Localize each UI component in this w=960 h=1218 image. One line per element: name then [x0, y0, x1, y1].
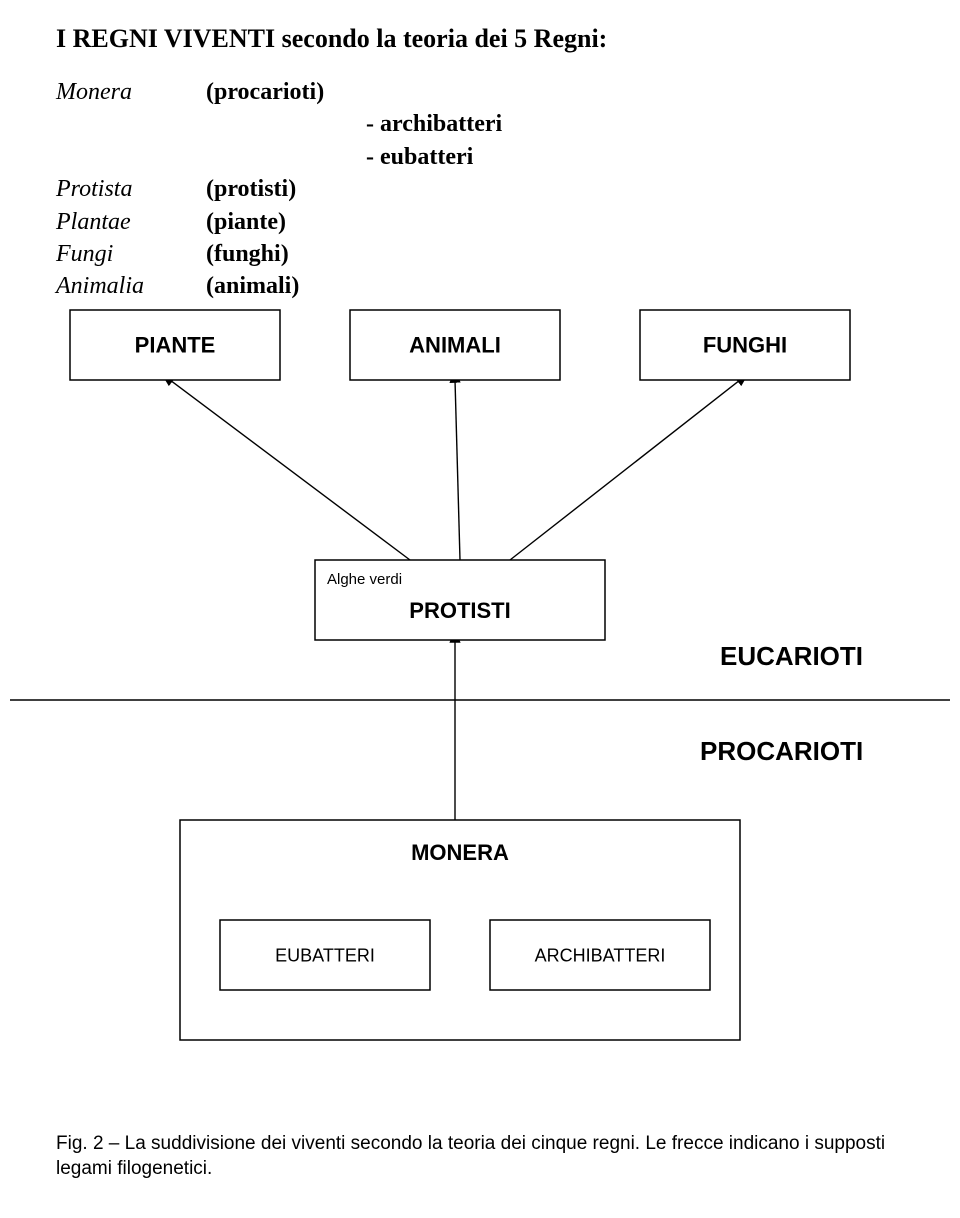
svg-text:ARCHIBATTERI: ARCHIBATTERI [535, 945, 666, 965]
list-row-protista: Protista (protisti) [56, 173, 904, 205]
page-title: I REGNI VIVENTI secondo la teoria dei 5 … [56, 24, 904, 54]
svg-text:EUBATTERI: EUBATTERI [275, 945, 375, 965]
svg-text:PROCARIOTI: PROCARIOTI [700, 736, 863, 766]
kingdom-name: Protista [56, 173, 206, 205]
svg-text:PIANTE: PIANTE [135, 333, 216, 358]
monera-sub-1: - archibatteri [366, 108, 904, 140]
svg-text:Alghe verdi: Alghe verdi [327, 571, 402, 588]
svg-text:FUNGHI: FUNGHI [703, 333, 787, 358]
kingdoms-diagram: MONERA PIANTE ANIMALI FUNGHI Alghe verdi PROT… [0, 280, 960, 1080]
kingdom-name: Fungi [56, 238, 206, 270]
list-row-fungi: Fungi (funghi) [56, 238, 904, 270]
kingdom-paren: (funghi) [206, 238, 289, 270]
svg-text:EUCARIOTI: EUCARIOTI [720, 641, 863, 671]
kingdom-name: Monera [56, 76, 206, 108]
kingdom-paren: (piante) [206, 206, 286, 238]
svg-text:MONERA: MONERA [411, 840, 509, 865]
monera-sub-2: - eubatteri [366, 141, 904, 173]
kingdom-name: Plantae [56, 206, 206, 238]
figure-caption: Fig. 2 – La suddivisione dei viventi sec… [56, 1131, 904, 1182]
svg-text:ANIMALI: ANIMALI [409, 333, 501, 358]
kingdom-list: Monera (procarioti) - archibatteri - eub… [56, 76, 904, 303]
list-row-plantae: Plantae (piante) [56, 206, 904, 238]
diagram-svg: MONERA PIANTE ANIMALI FUNGHI Alghe verdi PROT… [0, 280, 960, 1080]
kingdom-paren: (protisti) [206, 173, 296, 205]
svg-text:PROTISTI: PROTISTI [409, 598, 510, 623]
kingdom-paren: (procarioti) [206, 76, 324, 108]
list-row-monera: Monera (procarioti) [56, 76, 904, 108]
